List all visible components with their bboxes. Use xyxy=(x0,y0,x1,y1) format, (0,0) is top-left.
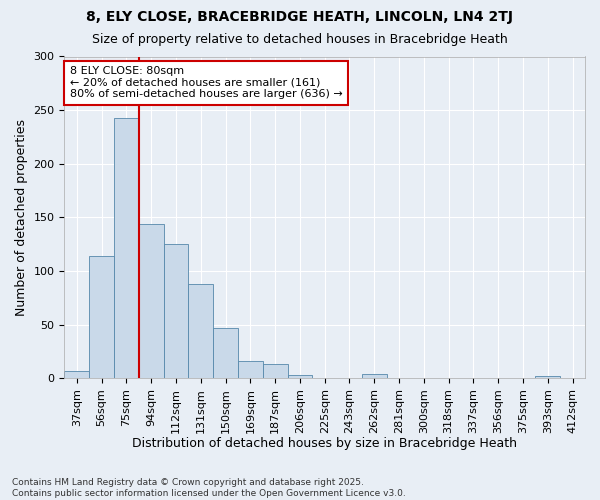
Bar xyxy=(362,374,386,378)
Text: 8, ELY CLOSE, BRACEBRIDGE HEATH, LINCOLN, LN4 2TJ: 8, ELY CLOSE, BRACEBRIDGE HEATH, LINCOLN… xyxy=(86,10,514,24)
Bar xyxy=(213,328,238,378)
Y-axis label: Number of detached properties: Number of detached properties xyxy=(15,119,28,316)
X-axis label: Distribution of detached houses by size in Bracebridge Heath: Distribution of detached houses by size … xyxy=(132,437,517,450)
Bar xyxy=(238,361,263,378)
Bar xyxy=(287,375,313,378)
Text: Contains HM Land Registry data © Crown copyright and database right 2025.
Contai: Contains HM Land Registry data © Crown c… xyxy=(12,478,406,498)
Bar xyxy=(114,118,139,378)
Bar xyxy=(535,376,560,378)
Bar xyxy=(139,224,164,378)
Bar xyxy=(89,256,114,378)
Bar xyxy=(188,284,213,378)
Bar xyxy=(64,370,89,378)
Bar xyxy=(263,364,287,378)
Text: 8 ELY CLOSE: 80sqm
← 20% of detached houses are smaller (161)
80% of semi-detach: 8 ELY CLOSE: 80sqm ← 20% of detached hou… xyxy=(70,66,343,100)
Text: Size of property relative to detached houses in Bracebridge Heath: Size of property relative to detached ho… xyxy=(92,32,508,46)
Bar xyxy=(164,244,188,378)
